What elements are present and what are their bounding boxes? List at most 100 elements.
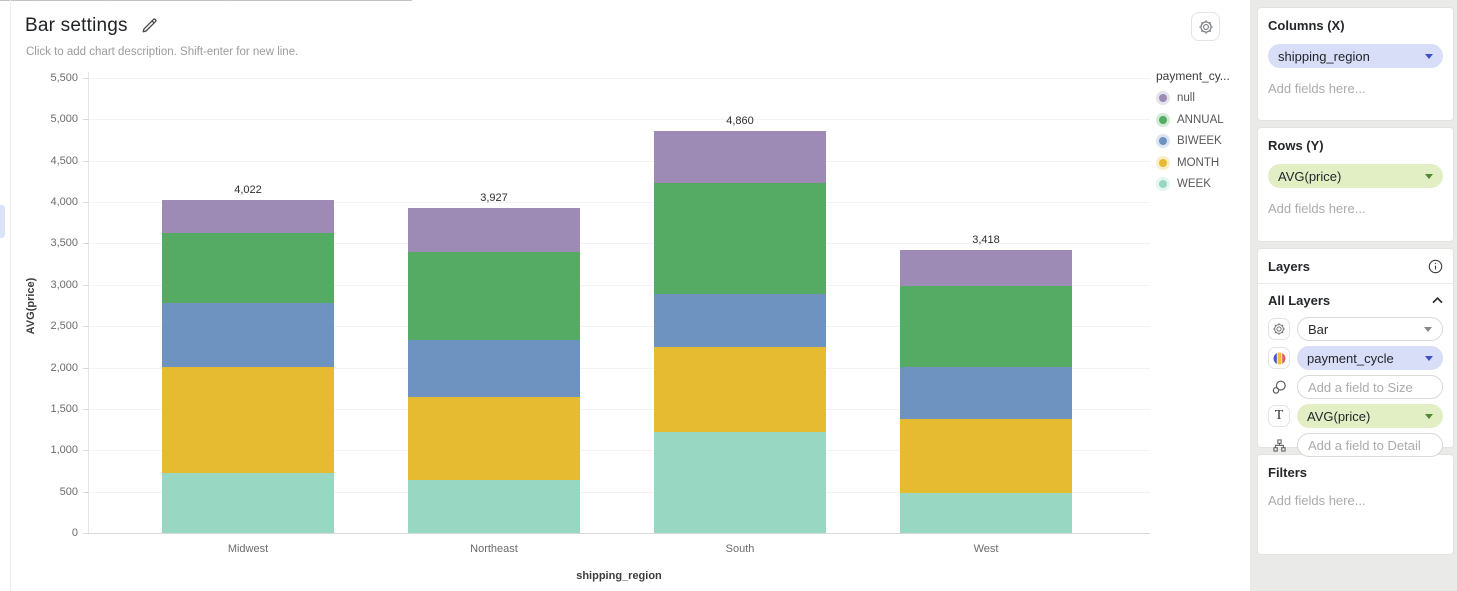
- y-axis-tick: [83, 367, 88, 369]
- y-tick-label: 500: [59, 485, 78, 498]
- rows-y-card: Rows (Y) AVG(price) Add fields here...: [1258, 128, 1453, 241]
- bar-west[interactable]: [900, 250, 1072, 533]
- chart-settings-button[interactable]: [1191, 12, 1220, 41]
- y-axis-title: AVG(price): [25, 277, 37, 334]
- legend-dot: [1159, 115, 1167, 124]
- bar-segment-northeast-BIWEEK[interactable]: [408, 339, 580, 398]
- filters-card: Filters Add fields here...: [1258, 455, 1453, 554]
- collapsed-panel-tab[interactable]: [0, 205, 5, 238]
- legend-label: MONTH: [1177, 156, 1220, 169]
- legend-item-null[interactable]: null: [1156, 92, 1230, 104]
- size-field-input[interactable]: Add a field to Size: [1297, 375, 1443, 399]
- detail-field-input[interactable]: Add a field to Detail: [1297, 433, 1443, 457]
- y-axis-tick: [83, 408, 88, 410]
- bar-segment-west-MONTH[interactable]: [900, 419, 1072, 494]
- y-tick-label: 5,500: [50, 72, 78, 84]
- layers-title: Layers: [1268, 259, 1310, 274]
- columns-x-title: Columns (X): [1268, 18, 1345, 33]
- chart-type-value: Bar: [1308, 321, 1329, 337]
- bar-segment-northeast-MONTH[interactable]: [408, 397, 580, 480]
- y-axis-tick: [83, 243, 88, 245]
- y-tick-label: 4,500: [50, 154, 78, 167]
- detail-hierarchy-icon: [1268, 434, 1290, 456]
- bar-segment-midwest-ANNUAL[interactable]: [162, 232, 334, 303]
- field-pill-label: payment_cycle: [1307, 350, 1394, 366]
- bar-total-label: 4,022: [234, 184, 262, 197]
- bar-midwest[interactable]: [162, 200, 334, 533]
- legend-label: ANNUAL: [1177, 113, 1224, 126]
- text-field-icon: T: [1268, 405, 1290, 427]
- bar-segment-northeast-null[interactable]: [408, 208, 580, 252]
- y-axis-tick: [83, 160, 88, 162]
- text-field-avg-price[interactable]: AVG(price): [1297, 404, 1443, 428]
- legend-dot: [1159, 180, 1167, 188]
- y-axis-tick: [83, 119, 88, 121]
- chevron-down-icon: [1424, 326, 1432, 332]
- bar-segment-midwest-MONTH[interactable]: [162, 366, 334, 474]
- columns-add-fields-dropzone[interactable]: Add fields here...: [1268, 81, 1366, 96]
- bar-segment-midwest-BIWEEK[interactable]: [162, 302, 334, 367]
- field-pill-label: shipping_region: [1278, 48, 1370, 64]
- legend-item-MONTH[interactable]: MONTH: [1156, 157, 1230, 169]
- legend-item-WEEK[interactable]: WEEK: [1156, 178, 1230, 190]
- x-category-label: South: [725, 543, 755, 555]
- field-pill-label: AVG(price): [1278, 168, 1342, 184]
- all-layers-toggle[interactable]: All Layers: [1268, 293, 1443, 308]
- chart-description-placeholder[interactable]: Click to add chart description. Shift-en…: [26, 46, 299, 58]
- rows-y-title: Rows (Y): [1268, 138, 1324, 153]
- info-icon[interactable]: [1428, 259, 1443, 274]
- bar-segment-south-BIWEEK[interactable]: [654, 294, 826, 347]
- color-field-payment-cycle[interactable]: payment_cycle: [1297, 346, 1443, 370]
- legend-dot: [1159, 137, 1167, 145]
- chart-legend: payment_cy... null ANNUAL BIWEEK MONTH WEEK: [1156, 69, 1230, 200]
- gridline: [88, 533, 1150, 534]
- gridline: [88, 284, 1150, 286]
- rows-add-fields-dropzone[interactable]: Add fields here...: [1268, 201, 1366, 216]
- bar-segment-west-null[interactable]: [900, 250, 1072, 286]
- chevron-down-icon: [1425, 53, 1433, 59]
- bar-segment-northeast-WEEK[interactable]: [408, 479, 580, 533]
- y-tick-label: 4,000: [50, 196, 78, 209]
- chart-type-select[interactable]: Bar: [1297, 317, 1443, 341]
- layer-settings-gear-icon[interactable]: [1268, 318, 1290, 340]
- bar-segment-midwest-WEEK[interactable]: [162, 473, 334, 533]
- bar-segment-south-WEEK[interactable]: [654, 431, 826, 533]
- bar-segment-west-BIWEEK[interactable]: [900, 366, 1072, 420]
- legend-item-ANNUAL[interactable]: ANNUAL: [1156, 114, 1230, 126]
- legend-label: null: [1177, 92, 1195, 104]
- bar-segment-south-MONTH[interactable]: [654, 346, 826, 432]
- field-pill-label: AVG(price): [1307, 408, 1371, 424]
- size-bubbles-icon: [1268, 376, 1290, 398]
- gear-icon: [1198, 19, 1213, 34]
- filters-add-fields-dropzone[interactable]: Add fields here...: [1268, 493, 1366, 508]
- edit-title-pencil-icon[interactable]: [140, 17, 158, 35]
- y-axis-tick: [83, 326, 88, 328]
- bar-total-label: 3,418: [972, 234, 1000, 247]
- y-tick-label: 3,500: [50, 237, 78, 250]
- gridline: [88, 202, 1150, 204]
- bar-segment-west-WEEK[interactable]: [900, 493, 1072, 533]
- bar-northeast[interactable]: [408, 208, 580, 533]
- gridline: [88, 326, 1150, 328]
- y-axis-tick: [83, 533, 88, 534]
- gridline: [88, 243, 1150, 245]
- layers-card: Layers All Layers Bar: [1258, 249, 1453, 457]
- gridline: [88, 408, 1150, 410]
- bar-total-label: 3,927: [480, 192, 508, 205]
- left-panel-divider: [10, 0, 11, 591]
- bar-south[interactable]: [654, 130, 826, 533]
- gridline: [88, 367, 1150, 369]
- bar-segment-west-ANNUAL[interactable]: [900, 285, 1072, 367]
- y-tick-label: 3,000: [50, 278, 78, 291]
- bar-segment-south-ANNUAL[interactable]: [654, 183, 826, 295]
- chevron-down-icon: [1425, 355, 1433, 361]
- bar-segment-midwest-null[interactable]: [162, 200, 334, 233]
- rows-field-avg-price[interactable]: AVG(price): [1268, 164, 1443, 188]
- columns-field-shipping-region[interactable]: shipping_region: [1268, 44, 1443, 68]
- y-tick-label: 0: [71, 527, 78, 539]
- bar-segment-south-null[interactable]: [654, 130, 826, 184]
- legend-item-BIWEEK[interactable]: BIWEEK: [1156, 135, 1230, 147]
- gridline: [88, 78, 1150, 79]
- bar-segment-northeast-ANNUAL[interactable]: [408, 251, 580, 340]
- gridline: [88, 491, 1150, 493]
